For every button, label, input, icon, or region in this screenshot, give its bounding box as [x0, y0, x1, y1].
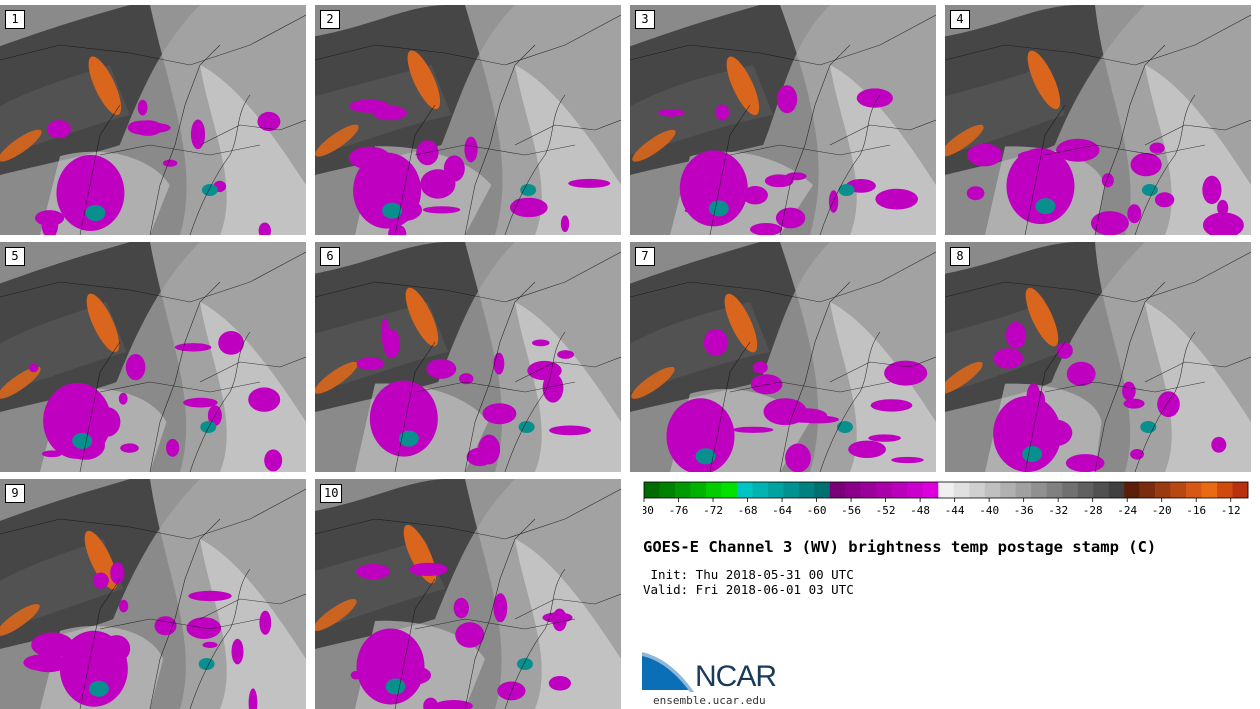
- colorbar-tick-label: -52: [876, 504, 896, 517]
- colorbar-swatch: [705, 482, 722, 498]
- colorbar-tick-label: -68: [738, 504, 758, 517]
- colorbar-tick-label: -32: [1048, 504, 1068, 517]
- colorbar-swatch: [690, 482, 707, 498]
- colorbar-swatch: [845, 482, 862, 498]
- panel-number: 8: [950, 247, 970, 266]
- colorbar-swatch: [814, 482, 831, 498]
- figure-title: GOES-E Channel 3 (WV) brightness temp po…: [643, 538, 1157, 556]
- colorbar-swatch: [1062, 482, 1078, 498]
- colorbar-tick-label: -72: [703, 504, 723, 517]
- colorbar-swatch: [1015, 482, 1032, 498]
- colorbar-swatch: [891, 482, 908, 498]
- colorbar-swatch: [1031, 482, 1047, 498]
- colorbar-swatch: [798, 482, 815, 498]
- colorbar-swatch: [1232, 482, 1249, 498]
- colorbar-swatch: [767, 482, 784, 498]
- colorbar-swatch: [1077, 482, 1094, 498]
- postage-stamp-panel: 9: [0, 479, 306, 709]
- colorbar-swatch: [907, 482, 924, 498]
- colorbar-swatch: [922, 482, 939, 498]
- postage-stamp-panel: 3: [630, 5, 936, 235]
- postage-stamp-panel: 6: [315, 242, 621, 472]
- postage-stamp-panel: 5: [0, 242, 306, 472]
- colorbar-swatch: [969, 482, 986, 498]
- colorbar-swatch: [721, 482, 738, 498]
- colorbar-swatch: [1186, 482, 1202, 498]
- colorbar-swatch: [644, 482, 660, 498]
- panel-number: 6: [320, 247, 340, 266]
- colorbar-tick-label: -44: [945, 504, 965, 517]
- colorbar-tick-label: -48: [910, 504, 930, 517]
- colorbar-swatch: [1093, 482, 1109, 498]
- colorbar-swatch: [876, 482, 893, 498]
- ncar-logo-text: NCAR: [695, 660, 777, 693]
- panel-number: 9: [5, 484, 25, 503]
- colorbar-swatch: [953, 482, 970, 498]
- colorbar-tick-label: -28: [1083, 504, 1103, 517]
- colorbar-swatch: [736, 482, 753, 498]
- colorbar-swatch: [1139, 482, 1156, 498]
- colorbar-tick-label: -80: [643, 504, 654, 517]
- colorbar: -80 -76 -72 -68 -64 -60 -56 -52 -48 -44 -40 -36 -32 -…: [643, 481, 1249, 517]
- init-time: Init: Thu 2018-05-31 00 UTC: [643, 567, 854, 582]
- colorbar-swatch: [1155, 482, 1171, 498]
- panel-number: 3: [635, 10, 655, 29]
- colorbar-swatch: [1000, 482, 1016, 498]
- postage-stamp-panel: 7: [630, 242, 936, 472]
- postage-stamp-panel: 4: [945, 5, 1251, 235]
- colorbar-swatch: [1170, 482, 1187, 498]
- colorbar-swatch: [1124, 482, 1140, 498]
- colorbar-tick-label: -24: [1117, 504, 1137, 517]
- colorbar-swatch: [659, 482, 676, 498]
- colorbar-tick-label: -36: [1014, 504, 1034, 517]
- colorbar-frame: [643, 481, 1249, 499]
- postage-stamp-panel: 8: [945, 242, 1251, 472]
- colorbar-tick-label: -60: [807, 504, 827, 517]
- colorbar-swatch: [1201, 482, 1218, 498]
- panel-number: 4: [950, 10, 970, 29]
- colorbar-tick-label: -16: [1186, 504, 1206, 517]
- source-url: ensemble.ucar.edu: [653, 694, 766, 707]
- panel-number: 7: [635, 247, 655, 266]
- panel-number: 10: [320, 484, 343, 503]
- colorbar-swatch: [1108, 482, 1125, 498]
- ncar-logo: [642, 652, 694, 692]
- colorbar-tick-label: -12: [1221, 504, 1241, 517]
- panel-number: 2: [320, 10, 340, 29]
- colorbar-tick-label: -40: [979, 504, 999, 517]
- colorbar-swatch: [829, 482, 846, 498]
- postage-stamp-panel: 1: [0, 5, 306, 235]
- colorbar-tick-label: -64: [772, 504, 792, 517]
- colorbar-swatch: [674, 482, 691, 498]
- colorbar-swatch: [1217, 482, 1233, 498]
- colorbar-tick-label: -76: [669, 504, 689, 517]
- postage-stamp-panel: 2: [315, 5, 621, 235]
- colorbar-swatch: [752, 482, 769, 498]
- colorbar-swatch: [860, 482, 877, 498]
- colorbar-swatch: [938, 482, 955, 498]
- colorbar-tick-label: -56: [841, 504, 861, 517]
- colorbar-swatch: [1046, 482, 1063, 498]
- colorbar-swatch: [984, 482, 1001, 498]
- colorbar-swatch: [783, 482, 800, 498]
- panel-number: 1: [5, 10, 25, 29]
- panel-number: 5: [5, 247, 25, 266]
- postage-stamp-panel: 10: [315, 479, 621, 709]
- colorbar-tick-label: -20: [1152, 504, 1172, 517]
- valid-time: Valid: Fri 2018-06-01 03 UTC: [643, 582, 854, 597]
